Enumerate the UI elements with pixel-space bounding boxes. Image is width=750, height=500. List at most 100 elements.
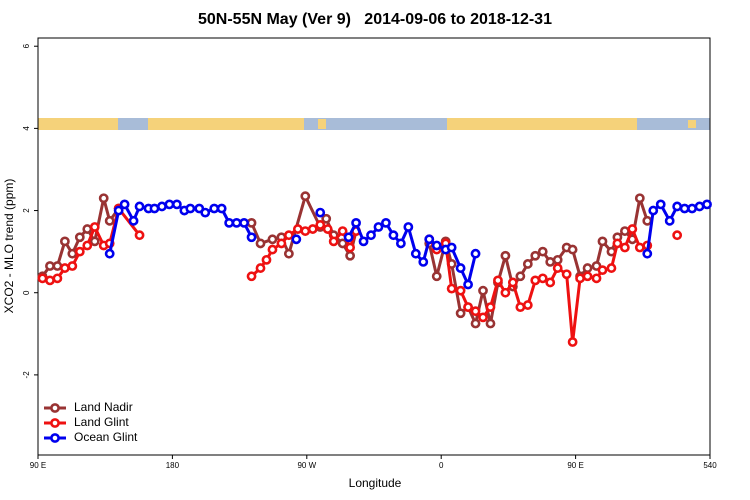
data-point xyxy=(216,203,227,214)
data-point xyxy=(351,217,361,228)
data-point xyxy=(612,238,623,249)
data-point xyxy=(679,203,690,214)
data-point xyxy=(74,246,85,257)
data-point xyxy=(597,265,608,276)
data-point xyxy=(291,234,302,245)
land-band xyxy=(688,120,696,128)
data-point xyxy=(591,273,602,284)
y-tick-label: 0 xyxy=(22,290,31,295)
data-point xyxy=(648,205,659,216)
x-tick-label: 180 xyxy=(166,461,180,470)
data-point xyxy=(267,244,278,255)
data-point xyxy=(104,215,115,226)
data-point xyxy=(431,240,442,251)
data-point xyxy=(582,263,593,273)
data-point xyxy=(545,277,556,288)
data-point xyxy=(104,248,115,259)
data-point xyxy=(67,261,78,271)
y-tick-label: 2 xyxy=(22,208,31,213)
data-point xyxy=(321,213,332,224)
data-point xyxy=(255,263,266,273)
data-point xyxy=(89,236,100,247)
legend-label: Land Nadir xyxy=(74,400,133,414)
data-point xyxy=(530,250,541,261)
data-point xyxy=(89,222,100,232)
data-point xyxy=(634,193,645,204)
data-point xyxy=(455,308,466,319)
x-axis-label: Longitude xyxy=(349,476,402,490)
data-point xyxy=(702,199,712,210)
x-tick-label: 0 xyxy=(439,461,444,470)
data-point xyxy=(672,201,683,212)
data-point xyxy=(261,254,272,265)
y-tick-label: 6 xyxy=(22,43,31,48)
data-point xyxy=(267,234,278,245)
data-point xyxy=(358,236,369,247)
chart-title: 50N-55N May (Ver 9) 2014-09-06 to 2018-1… xyxy=(198,11,552,28)
data-point xyxy=(373,222,384,232)
data-point xyxy=(74,232,85,243)
data-point xyxy=(470,318,481,329)
data-point xyxy=(224,217,235,228)
data-point xyxy=(455,263,466,273)
data-point xyxy=(567,337,578,347)
data-point xyxy=(664,215,675,226)
x-tick-label: 90 E xyxy=(567,461,583,470)
data-point xyxy=(642,215,653,226)
data-point xyxy=(418,257,429,267)
data-point xyxy=(567,244,578,255)
data-point xyxy=(552,254,563,265)
data-point xyxy=(113,205,124,216)
data-point xyxy=(463,302,473,312)
data-point xyxy=(485,302,496,312)
data-point xyxy=(500,287,511,298)
data-point xyxy=(185,203,196,214)
data-point xyxy=(530,275,541,286)
data-point xyxy=(672,230,683,241)
land-band xyxy=(318,119,326,129)
data-point xyxy=(431,271,442,282)
data-point xyxy=(149,203,160,214)
data-point xyxy=(446,283,457,294)
data-point xyxy=(606,263,617,273)
data-point xyxy=(171,199,182,210)
data-point xyxy=(500,250,511,261)
data-point xyxy=(307,224,318,234)
data-point xyxy=(119,199,130,210)
x-tick-label: 540 xyxy=(703,461,717,470)
data-point xyxy=(694,201,705,212)
data-point xyxy=(597,236,608,247)
data-point xyxy=(209,203,220,214)
data-point xyxy=(403,222,414,232)
data-point xyxy=(98,193,109,204)
data-point xyxy=(315,220,326,230)
data-point xyxy=(522,259,533,269)
data-point xyxy=(619,226,630,236)
x-tick-label: 90 E xyxy=(30,461,46,470)
data-point xyxy=(446,242,457,253)
data-point xyxy=(239,217,249,228)
data-point xyxy=(283,230,294,241)
legend-marker xyxy=(50,418,60,428)
data-point xyxy=(619,242,630,253)
data-point xyxy=(627,224,638,234)
data-point xyxy=(478,312,488,323)
data-point xyxy=(687,203,697,214)
data-point xyxy=(470,306,481,317)
data-point xyxy=(478,285,488,296)
data-point xyxy=(52,261,63,271)
data-point xyxy=(463,279,473,290)
data-point xyxy=(485,318,496,329)
data-point xyxy=(410,248,421,259)
data-point xyxy=(59,263,70,273)
legend-label: Ocean Glint xyxy=(74,430,138,444)
data-point xyxy=(45,261,55,271)
data-point xyxy=(315,207,326,218)
data-point xyxy=(493,275,503,286)
data-point xyxy=(276,238,287,249)
data-point xyxy=(337,238,348,249)
data-point xyxy=(575,273,585,284)
land-band xyxy=(447,118,637,130)
legend-label: Land Glint xyxy=(74,415,129,429)
data-point xyxy=(82,224,93,234)
